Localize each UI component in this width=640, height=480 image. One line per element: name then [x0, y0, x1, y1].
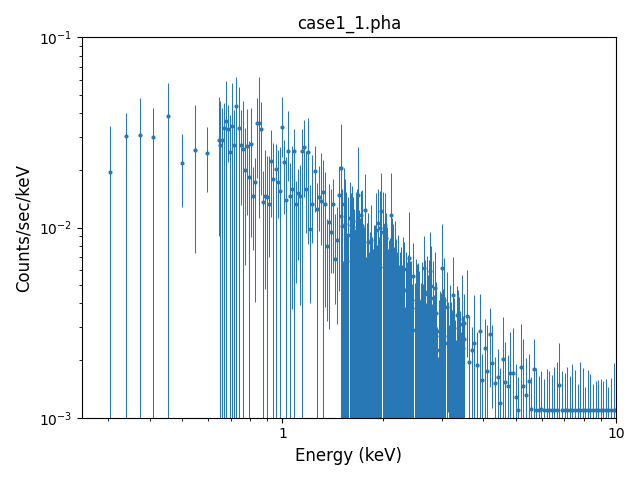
Y-axis label: Counts/sec/keV: Counts/sec/keV — [15, 164, 33, 291]
Title: case1_1.pha: case1_1.pha — [297, 15, 401, 33]
X-axis label: Energy (keV): Energy (keV) — [296, 447, 403, 465]
